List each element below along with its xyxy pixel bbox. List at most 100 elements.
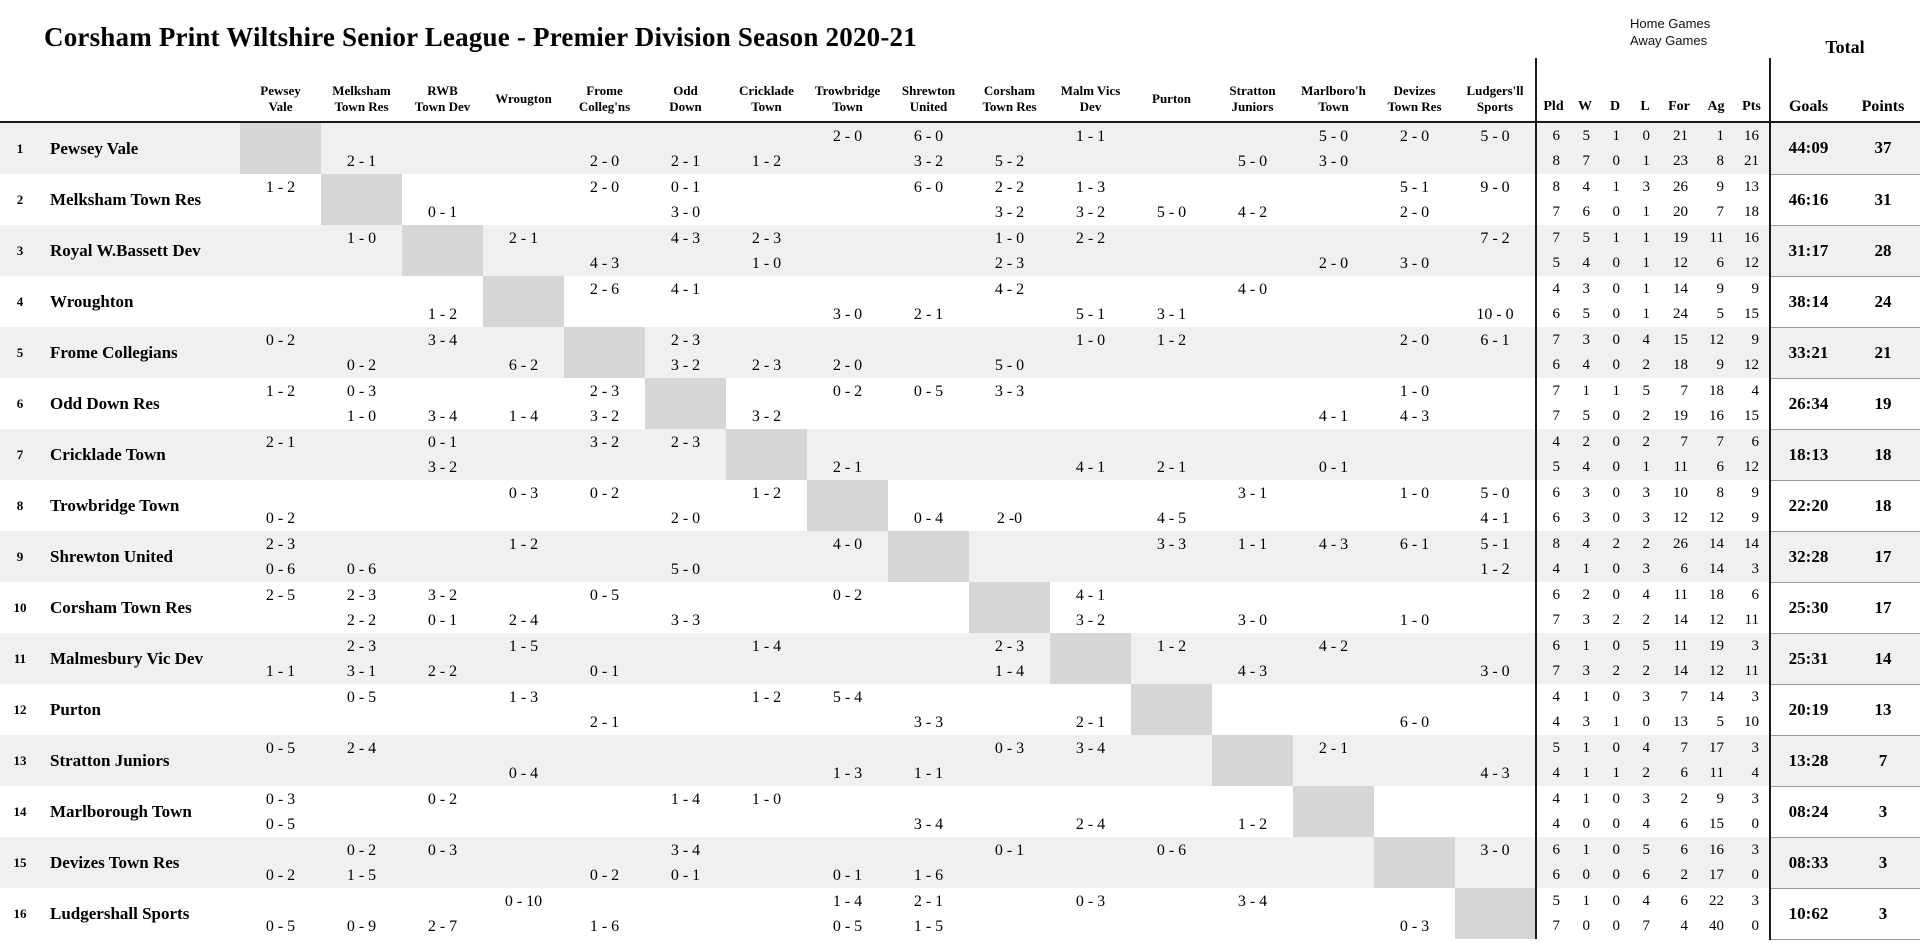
result-cell: 2 - 2 3 - 2 [969,174,1050,225]
total-points: 31 [1846,174,1920,226]
home-result [1455,583,1535,608]
result-cell [888,225,969,276]
result-cell: 2 - 3 1 - 4 [969,633,1050,684]
home-stat: 18 [1709,586,1724,603]
home-stat: 11 [1709,229,1724,246]
away-stat: 6 [1642,866,1651,883]
result-cell: 5 - 0 [1212,122,1293,174]
team-position: 9 [16,548,24,564]
away-result [645,302,726,327]
home-result [888,685,969,710]
result-cell: 0 - 3 0 - 5 [240,786,321,837]
away-result [1455,455,1535,480]
home-result [888,583,969,608]
total-points: 17 [1846,582,1920,634]
away-result [240,302,321,327]
result-cell: 5 - 1 2 - 0 [1374,174,1455,225]
header-opponent: Purton [1131,58,1212,123]
home-stat: 4 [1552,688,1561,705]
home-result [969,124,1050,149]
away-result: 6 - 0 [1399,713,1430,731]
away-result [402,863,483,888]
away-result [1293,761,1374,786]
result-cell: 5 - 0 [645,531,726,582]
away-result: 3 - 2 [1075,611,1106,629]
home-stat: 4 [1751,382,1760,399]
opponent-column-label: Stratton Juniors [1229,83,1276,114]
home-result: 0 - 1 [427,433,458,451]
away-result [1131,353,1212,378]
away-stat: 23 [1673,152,1688,169]
home-result [321,175,402,200]
stat-pts: 9 15 [1734,276,1770,327]
result-cell: 3 - 1 [1212,480,1293,531]
result-cell: 4 - 1 [1050,429,1131,480]
home-result: 3 - 2 [427,586,458,604]
result-cell: 1 - 1 [888,735,969,786]
result-cell: 2 - 1 [483,225,564,276]
stat-for: 7 13 [1660,684,1698,735]
home-result: 5 - 1 [1480,535,1510,553]
result-cell: 3 - 3 [645,582,726,633]
result-cell: 6 - 2 [483,327,564,378]
away-stat: 4 [1582,254,1591,271]
stat-pts: 4 15 [1734,378,1770,429]
home-stat: 3 [1751,739,1760,756]
home-result [1455,889,1535,914]
away-result: 1 - 2 [1237,815,1268,833]
away-result [1131,251,1212,276]
away-result [969,608,1050,633]
league-cross-table: Pewsey Vale Melksham Town Res RWB Town Dev… [0,58,1920,940]
home-stat: 3 [1751,637,1760,654]
home-result: 0 - 5 [913,382,944,400]
away-result [1212,761,1293,786]
home-result [1212,124,1293,149]
away-result: 0 - 1 [589,662,620,680]
home-result: 0 - 2 [265,331,296,349]
home-stat: 0 [1612,739,1621,756]
home-result [807,481,888,506]
away-result: 2 - 0 [670,509,701,527]
home-stat: 8 [1716,484,1725,501]
away-stat: 1 [1642,203,1651,220]
result-cell [1050,837,1131,888]
away-result [645,455,726,480]
home-stat: 15 [1673,331,1688,348]
away-result [969,914,1050,939]
home-stat: 19 [1709,637,1724,654]
away-stat: 2 [1642,764,1651,781]
home-result: 3 - 4 [1075,739,1106,757]
home-result: 2 - 2 [994,178,1025,196]
result-cell [564,531,645,582]
home-result: 2 - 0 [832,127,863,145]
self-match-cell [483,276,564,327]
home-stat: 3 [1642,688,1651,705]
result-cell: 4 - 3 [1455,735,1536,786]
home-result [1455,634,1535,659]
home-stat: 6 [1751,586,1760,603]
away-result [1131,557,1212,582]
away-result [1374,455,1455,480]
result-cell: 2 - 3 [645,429,726,480]
total-goals: 26:34 [1769,378,1846,430]
stat-for: 7 11 [1660,429,1698,480]
result-cell: 2 -0 [969,480,1050,531]
away-stat: 3 [1582,611,1591,628]
away-result [1212,353,1293,378]
away-result: 2 - 1 [670,152,701,170]
home-result [807,838,888,863]
stat-for: 14 24 [1660,276,1698,327]
away-stat: 12 [1673,254,1688,271]
home-result [726,430,807,455]
stat-ag: 16 17 [1698,837,1734,888]
away-result: 3 - 2 [913,152,944,170]
away-stat: 0 [1612,560,1621,577]
result-cell: 1 - 3 3 - 2 [1050,174,1131,225]
away-result [726,710,807,735]
